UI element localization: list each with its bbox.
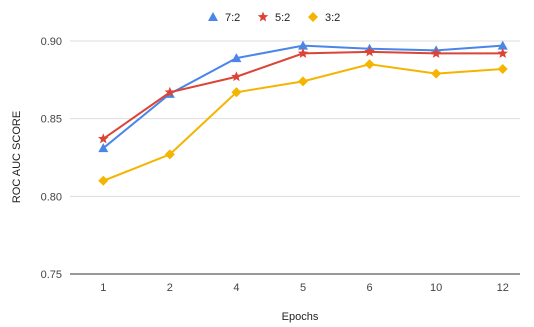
data-point-3-2 xyxy=(164,149,175,160)
y-tick-label: 0.75 xyxy=(41,269,62,281)
legend-label-5-2: 5:2 xyxy=(275,12,290,24)
data-point-7-2 xyxy=(231,53,242,63)
x-axis-title: Epochs xyxy=(282,311,319,323)
x-tick-label: 12 xyxy=(497,282,509,294)
data-point-3-2 xyxy=(298,76,308,87)
y-tick-label: 0.90 xyxy=(41,36,62,48)
series-group xyxy=(98,40,508,186)
data-point-3-2 xyxy=(98,175,109,186)
data-point-5-2 xyxy=(231,71,242,82)
x-tick-label: 6 xyxy=(367,282,373,294)
data-point-5-2 xyxy=(164,86,176,97)
data-point-5-2 xyxy=(297,47,309,58)
data-point-3-2 xyxy=(231,87,242,98)
x-axis-ticks: 1 2 4 5 6 10 12 xyxy=(100,282,509,294)
x-tick-label: 10 xyxy=(430,282,442,294)
y-axis-ticks: 0.75 0.80 0.85 0.90 xyxy=(41,36,62,281)
legend-marker-3-2 xyxy=(308,12,318,22)
y-tick-label: 0.80 xyxy=(41,191,62,203)
legend-marker-5-2 xyxy=(257,11,269,22)
data-point-3-2 xyxy=(431,68,442,79)
x-tick-label: 2 xyxy=(167,282,173,294)
gridlines xyxy=(70,40,520,275)
series-7-2 xyxy=(98,40,508,153)
x-tick-label: 5 xyxy=(300,282,306,294)
data-point-3-2 xyxy=(497,63,508,74)
legend-marker-7-2 xyxy=(208,12,218,21)
series-line-5-2 xyxy=(102,50,503,140)
legend: 7:2 5:2 3:2 xyxy=(208,11,340,24)
data-point-5-2 xyxy=(430,47,442,58)
legend-label-3-2: 3:2 xyxy=(325,12,340,24)
x-tick-label: 1 xyxy=(100,282,106,294)
x-tick-label: 4 xyxy=(233,282,239,294)
data-point-5-2 xyxy=(98,133,109,144)
data-point-7-2 xyxy=(298,40,308,50)
data-point-3-2 xyxy=(364,59,375,70)
data-point-5-2 xyxy=(364,46,375,57)
data-point-7-2 xyxy=(98,143,109,153)
data-point-7-2 xyxy=(497,40,508,50)
data-point-5-2 xyxy=(497,47,508,58)
series-3-2 xyxy=(98,59,508,186)
y-tick-label: 0.85 xyxy=(41,114,62,126)
legend-label-7-2: 7:2 xyxy=(225,12,240,24)
series-5-2 xyxy=(98,46,508,144)
y-axis-title: ROC AUC SCORE xyxy=(11,111,23,203)
